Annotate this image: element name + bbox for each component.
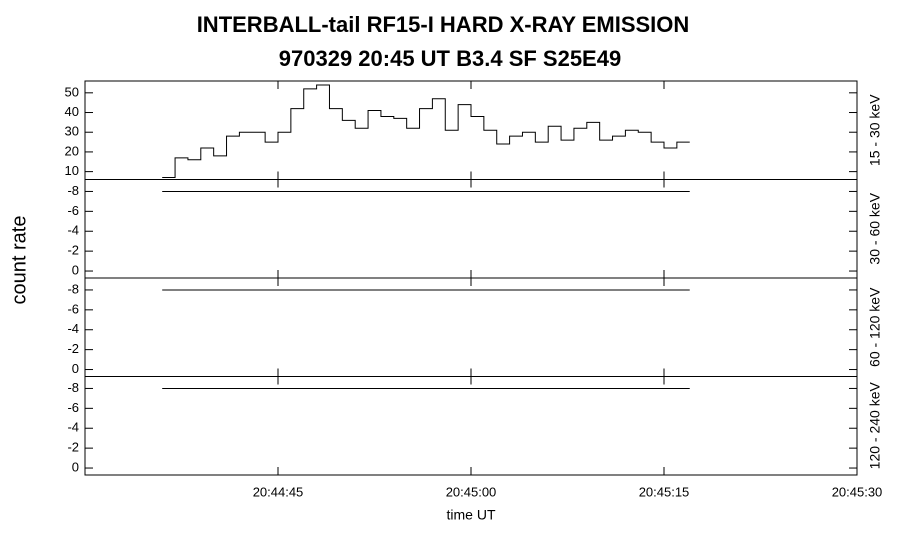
- panel-label: 60 - 120 keV: [867, 287, 883, 367]
- y-tick-label: -4: [67, 223, 79, 238]
- y-tick-label: 0: [72, 262, 79, 277]
- y-tick-label: -4: [67, 420, 79, 435]
- plot-frame: [84, 376, 858, 476]
- y-tick-label: 40: [65, 104, 79, 119]
- y-tick-label: -2: [67, 243, 79, 258]
- plot-frame: [84, 80, 858, 180]
- chart-subtitle: 970329 20:45 UT B3.4 SF S25E49: [279, 46, 621, 71]
- y-tick-label: -6: [67, 301, 79, 316]
- x-axis-label: time UT: [447, 507, 496, 523]
- y-tick-label: 30: [65, 124, 79, 139]
- x-tick-label: 20:45:15: [639, 484, 690, 499]
- panel-label: 15 - 30 keV: [867, 94, 883, 166]
- y-tick-label: 20: [65, 143, 79, 158]
- y-tick-label: -8: [67, 183, 79, 198]
- y-tick-label: 0: [72, 459, 79, 474]
- y-tick-label: -8: [67, 281, 79, 296]
- panel-label: 120 - 240 keV: [867, 382, 883, 470]
- y-tick-label: -8: [67, 380, 79, 395]
- chart-title: INTERBALL-tail RF15-I HARD X-RAY EMISSIO…: [197, 12, 690, 37]
- y-tick-label: -2: [67, 341, 79, 356]
- y-tick-label: 10: [65, 163, 79, 178]
- panel-label: 30 - 60 keV: [867, 192, 883, 264]
- data-line: [162, 84, 690, 179]
- y-axis-label: count rate: [8, 216, 30, 305]
- y-tick-label: -4: [67, 321, 79, 336]
- plot-frame: [84, 179, 858, 279]
- y-tick-label: 50: [65, 84, 79, 99]
- x-tick-label: 20:45:00: [446, 484, 497, 499]
- y-tick-label: -6: [67, 400, 79, 415]
- y-tick-label: 0: [72, 361, 79, 376]
- plot-frame: [84, 277, 858, 377]
- y-tick-label: -6: [67, 203, 79, 218]
- y-tick-label: -2: [67, 440, 79, 455]
- x-tick-label: 20:45:30: [832, 484, 883, 499]
- x-tick-label: 20:44:45: [253, 484, 304, 499]
